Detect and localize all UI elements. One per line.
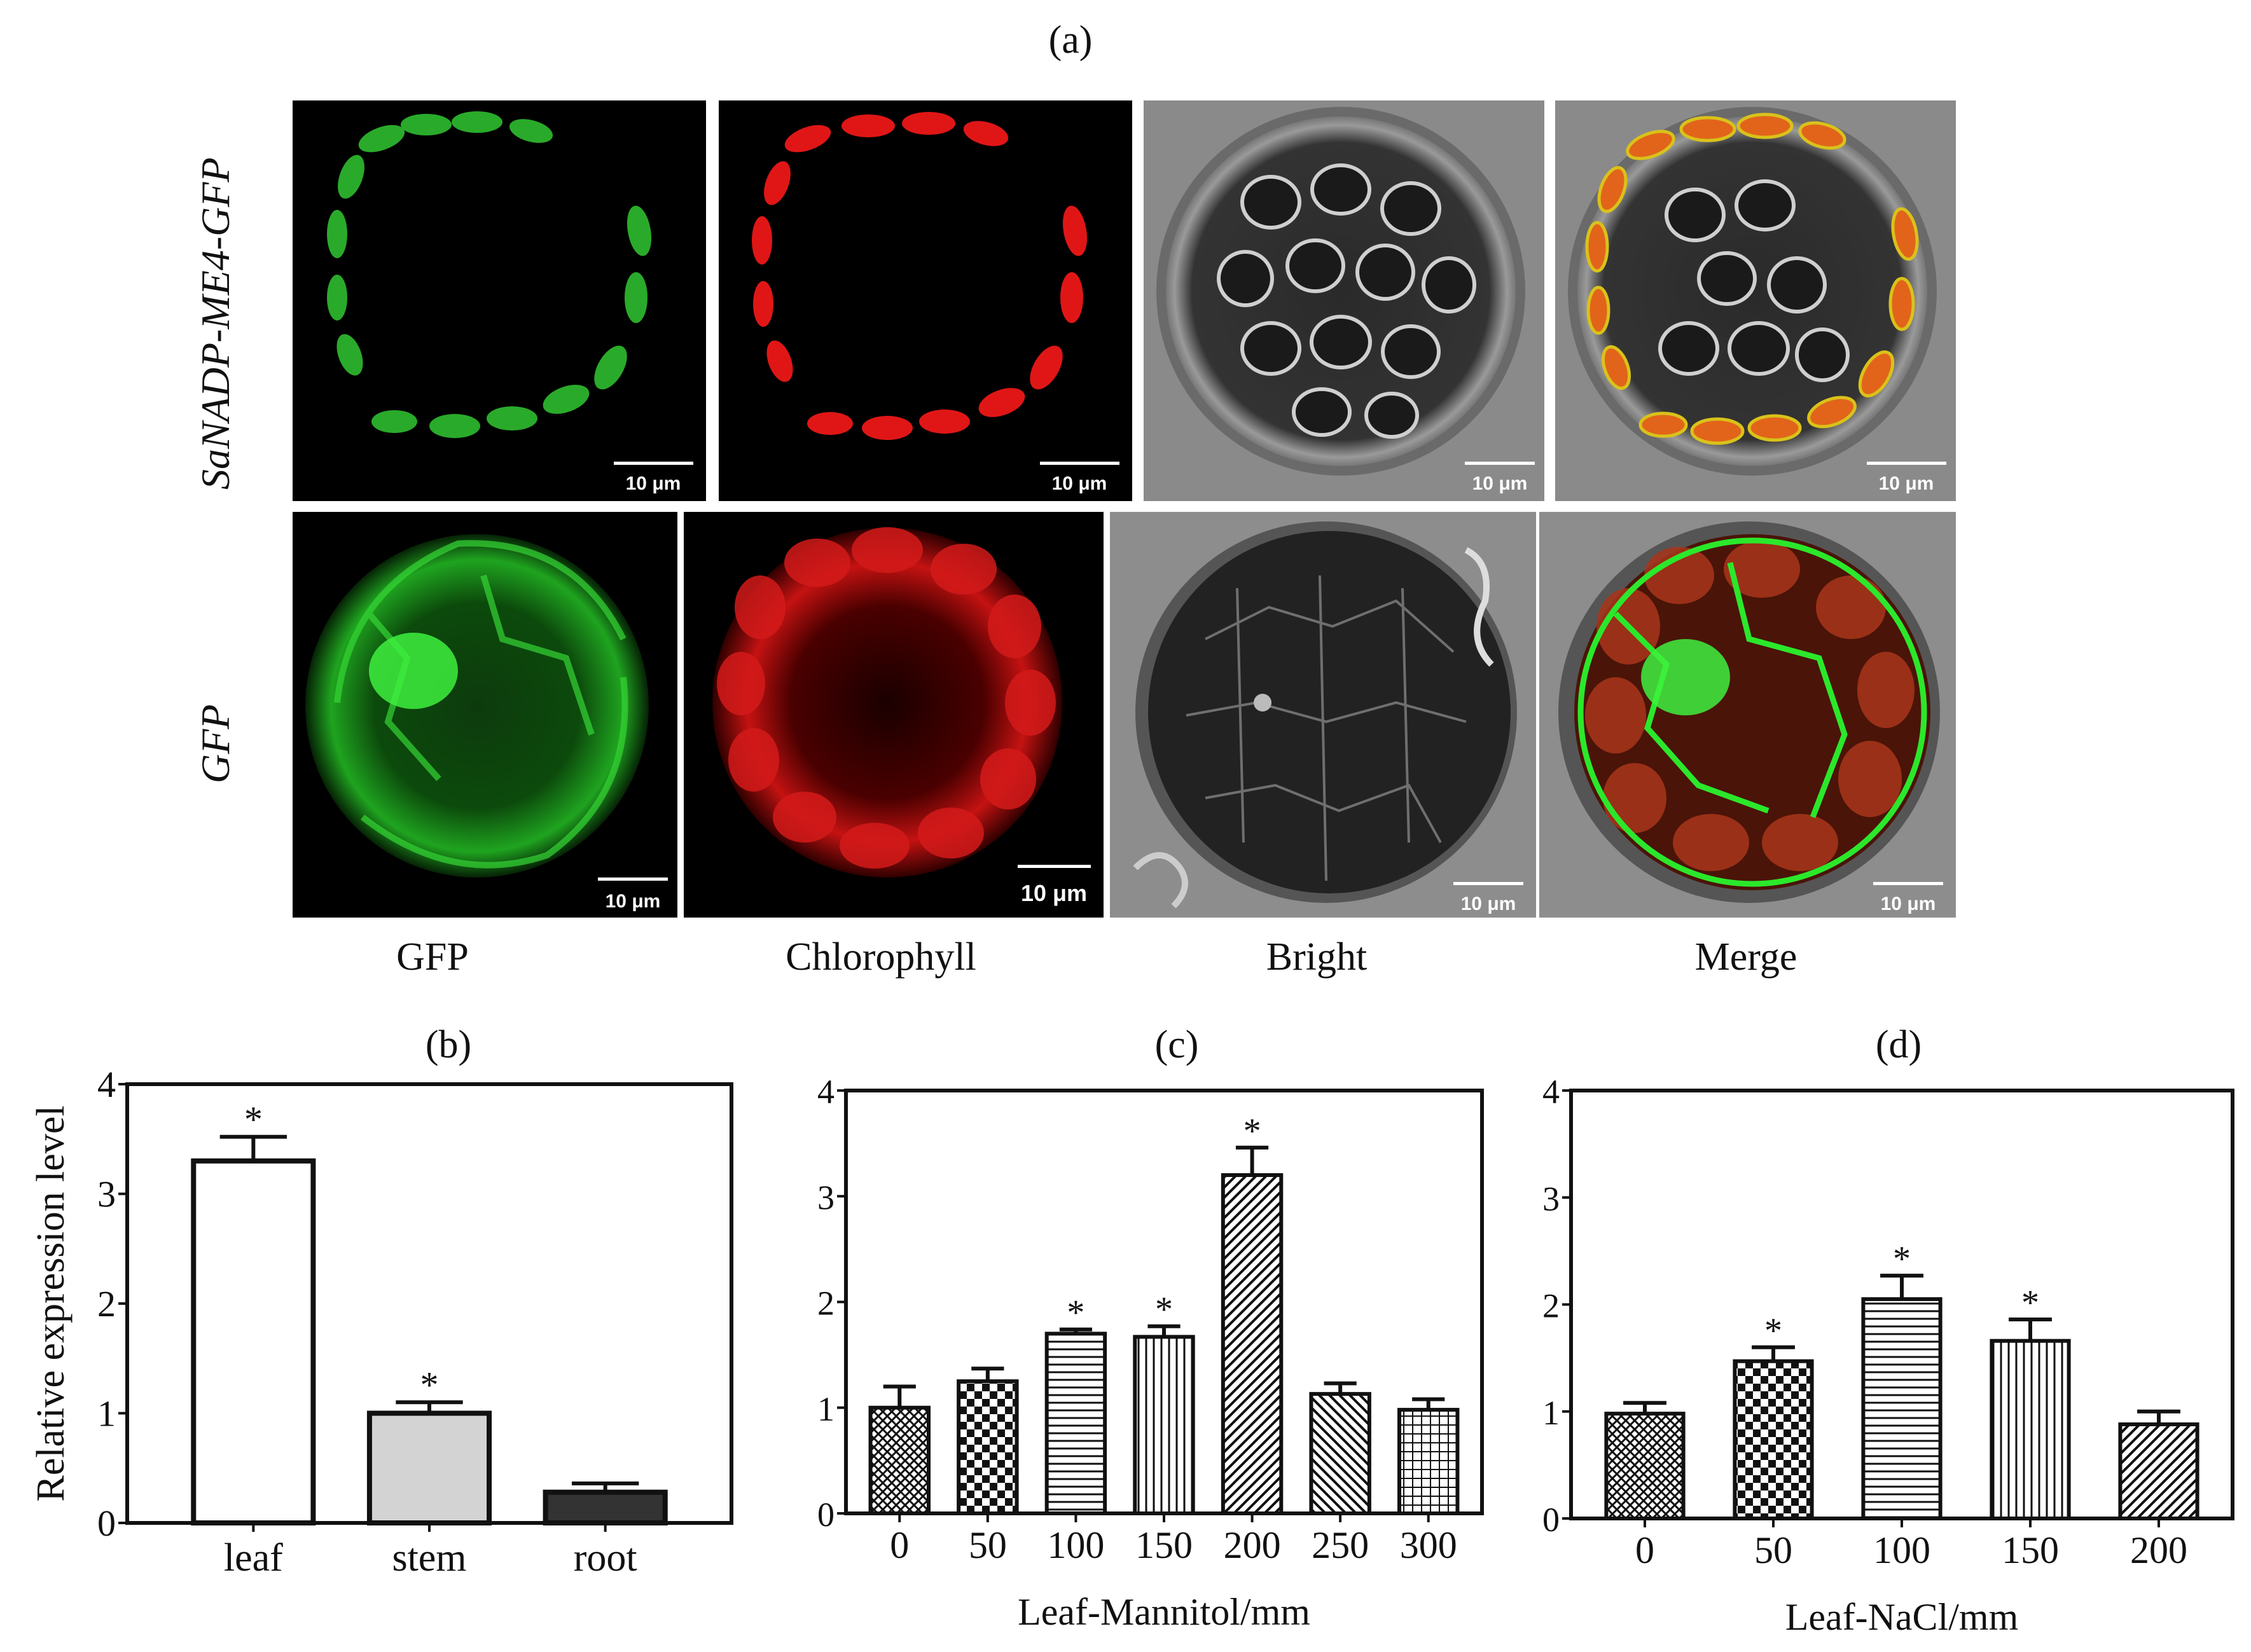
micrograph-construct-bright: 10 μm <box>1144 100 1544 501</box>
svg-text:10 μm: 10 μm <box>1052 473 1107 494</box>
y-tick-label: 4 <box>1542 1073 1560 1111</box>
micrograph-gfp-merge: 10 μm <box>1539 512 1956 918</box>
panel-a-label: (a) <box>1048 18 1093 62</box>
x-tick-label: leaf <box>224 1536 283 1580</box>
column-label-chlorophyll: Chlorophyll <box>786 935 976 979</box>
y-tick-label: 3 <box>1542 1180 1560 1218</box>
svg-text:10 μm: 10 μm <box>626 473 681 494</box>
bar-0 <box>1604 1412 1686 1520</box>
y-tick-label: 4 <box>97 1064 116 1105</box>
significance-marker: * <box>1243 1112 1261 1151</box>
panel-c-label: (c) <box>1154 1023 1199 1066</box>
significance-marker: * <box>2021 1283 2039 1323</box>
y-tick-label: 3 <box>97 1174 116 1215</box>
y-tick-label: 1 <box>1542 1394 1560 1432</box>
bar-root <box>543 1489 668 1526</box>
micrograph-construct-merge: 10 μm <box>1555 100 1956 501</box>
bar-leaf <box>191 1158 316 1525</box>
y-axis-label: Relative expression level <box>29 1105 73 1501</box>
significance-marker: * <box>244 1099 263 1140</box>
bar-100 <box>1861 1297 1943 1520</box>
y-tick-label: 4 <box>817 1073 835 1111</box>
significance-marker: * <box>1764 1311 1782 1351</box>
bar-200 <box>2118 1422 2199 1520</box>
x-tick-label: 150 <box>2002 1529 2059 1571</box>
svg-text:10 μm: 10 μm <box>1881 893 1936 914</box>
micrograph-gfp-gfp: 10 μm <box>293 512 677 918</box>
svg-text:10 μm: 10 μm <box>1461 893 1516 914</box>
column-label-merge: Merge <box>1694 935 1797 979</box>
x-tick-label: 0 <box>890 1524 909 1566</box>
row-label-gfp: GFP <box>193 704 238 783</box>
panel-b-label: (b) <box>425 1023 472 1066</box>
panel-d-label: (d) <box>1875 1023 1922 1066</box>
chart-d-nacl: 0 1 2 3 4 0 * 50 * 100 * 150 200 Leaf-NaCl/mm <box>1501 1056 2251 1649</box>
bar-250 <box>1309 1392 1371 1516</box>
significance-marker: * <box>1893 1239 1911 1279</box>
y-tick-label: 2 <box>97 1283 116 1325</box>
column-label-gfp: GFP <box>396 935 469 979</box>
x-tick-label: 0 <box>1635 1529 1654 1571</box>
y-tick-label: 1 <box>817 1390 835 1428</box>
x-tick-label: root <box>574 1536 637 1580</box>
x-tick-label: 100 <box>1873 1529 1930 1571</box>
bar-200 <box>1221 1173 1284 1515</box>
bar-stem <box>366 1410 492 1525</box>
significance-marker: * <box>420 1364 439 1405</box>
x-tick-label: 200 <box>1224 1524 1281 1566</box>
row-label-construct: SaNADP-ME4-GFP <box>193 157 238 490</box>
svg-text:10 μm: 10 μm <box>606 891 661 912</box>
bar-300 <box>1397 1408 1460 1516</box>
x-tick-label: stem <box>392 1536 466 1580</box>
x-tick-label: 100 <box>1047 1524 1104 1566</box>
micrograph-gfp-chlorophyll: 10 μm <box>684 512 1104 918</box>
micrograph-gfp-bright: 10 μm <box>1110 512 1536 918</box>
x-tick-label: 250 <box>1312 1524 1369 1566</box>
bar-0 <box>868 1405 931 1515</box>
chart-c-mannitol: 0 1 2 3 4 0 50 * 100 * 150 * 200 250 300 Leaf-Mannitol/… <box>776 1056 1501 1649</box>
y-tick-label: 3 <box>817 1178 835 1216</box>
bar-150 <box>1990 1339 2071 1520</box>
bar-100 <box>1044 1332 1107 1515</box>
chart-b-tissue-expression: 0 1 2 3 4 * leaf * stem root Relative expression l… <box>0 1056 776 1602</box>
bar-150 <box>1133 1335 1195 1515</box>
x-tick-label: 300 <box>1400 1524 1457 1566</box>
y-tick-label: 2 <box>817 1284 835 1323</box>
bar-50 <box>957 1379 1019 1515</box>
y-tick-label: 0 <box>97 1503 116 1544</box>
y-tick-label: 2 <box>1542 1287 1560 1325</box>
x-tick-label: 150 <box>1135 1524 1193 1566</box>
significance-marker: * <box>1067 1293 1084 1333</box>
svg-text:10 μm: 10 μm <box>1472 473 1528 494</box>
micrograph-construct-chlorophyll: 10 μm <box>719 100 1132 501</box>
y-tick-label: 0 <box>817 1496 835 1534</box>
svg-text:10 μm: 10 μm <box>1879 473 1934 494</box>
x-tick-label: 50 <box>1754 1529 1792 1571</box>
bar-50 <box>1733 1359 1814 1520</box>
x-axis-label: Leaf-Mannitol/mm <box>1018 1591 1310 1633</box>
x-axis-label: Leaf-NaCl/mm <box>1785 1596 2019 1638</box>
micrograph-construct-gfp: 10 μm <box>293 100 706 501</box>
x-tick-label: 50 <box>969 1524 1007 1566</box>
svg-text:10 μm: 10 μm <box>1021 880 1087 906</box>
column-label-bright: Bright <box>1266 935 1368 979</box>
x-tick-label: 200 <box>2130 1529 2187 1571</box>
y-tick-label: 1 <box>97 1393 116 1435</box>
significance-marker: * <box>1155 1290 1173 1330</box>
y-tick-label: 0 <box>1542 1501 1560 1539</box>
